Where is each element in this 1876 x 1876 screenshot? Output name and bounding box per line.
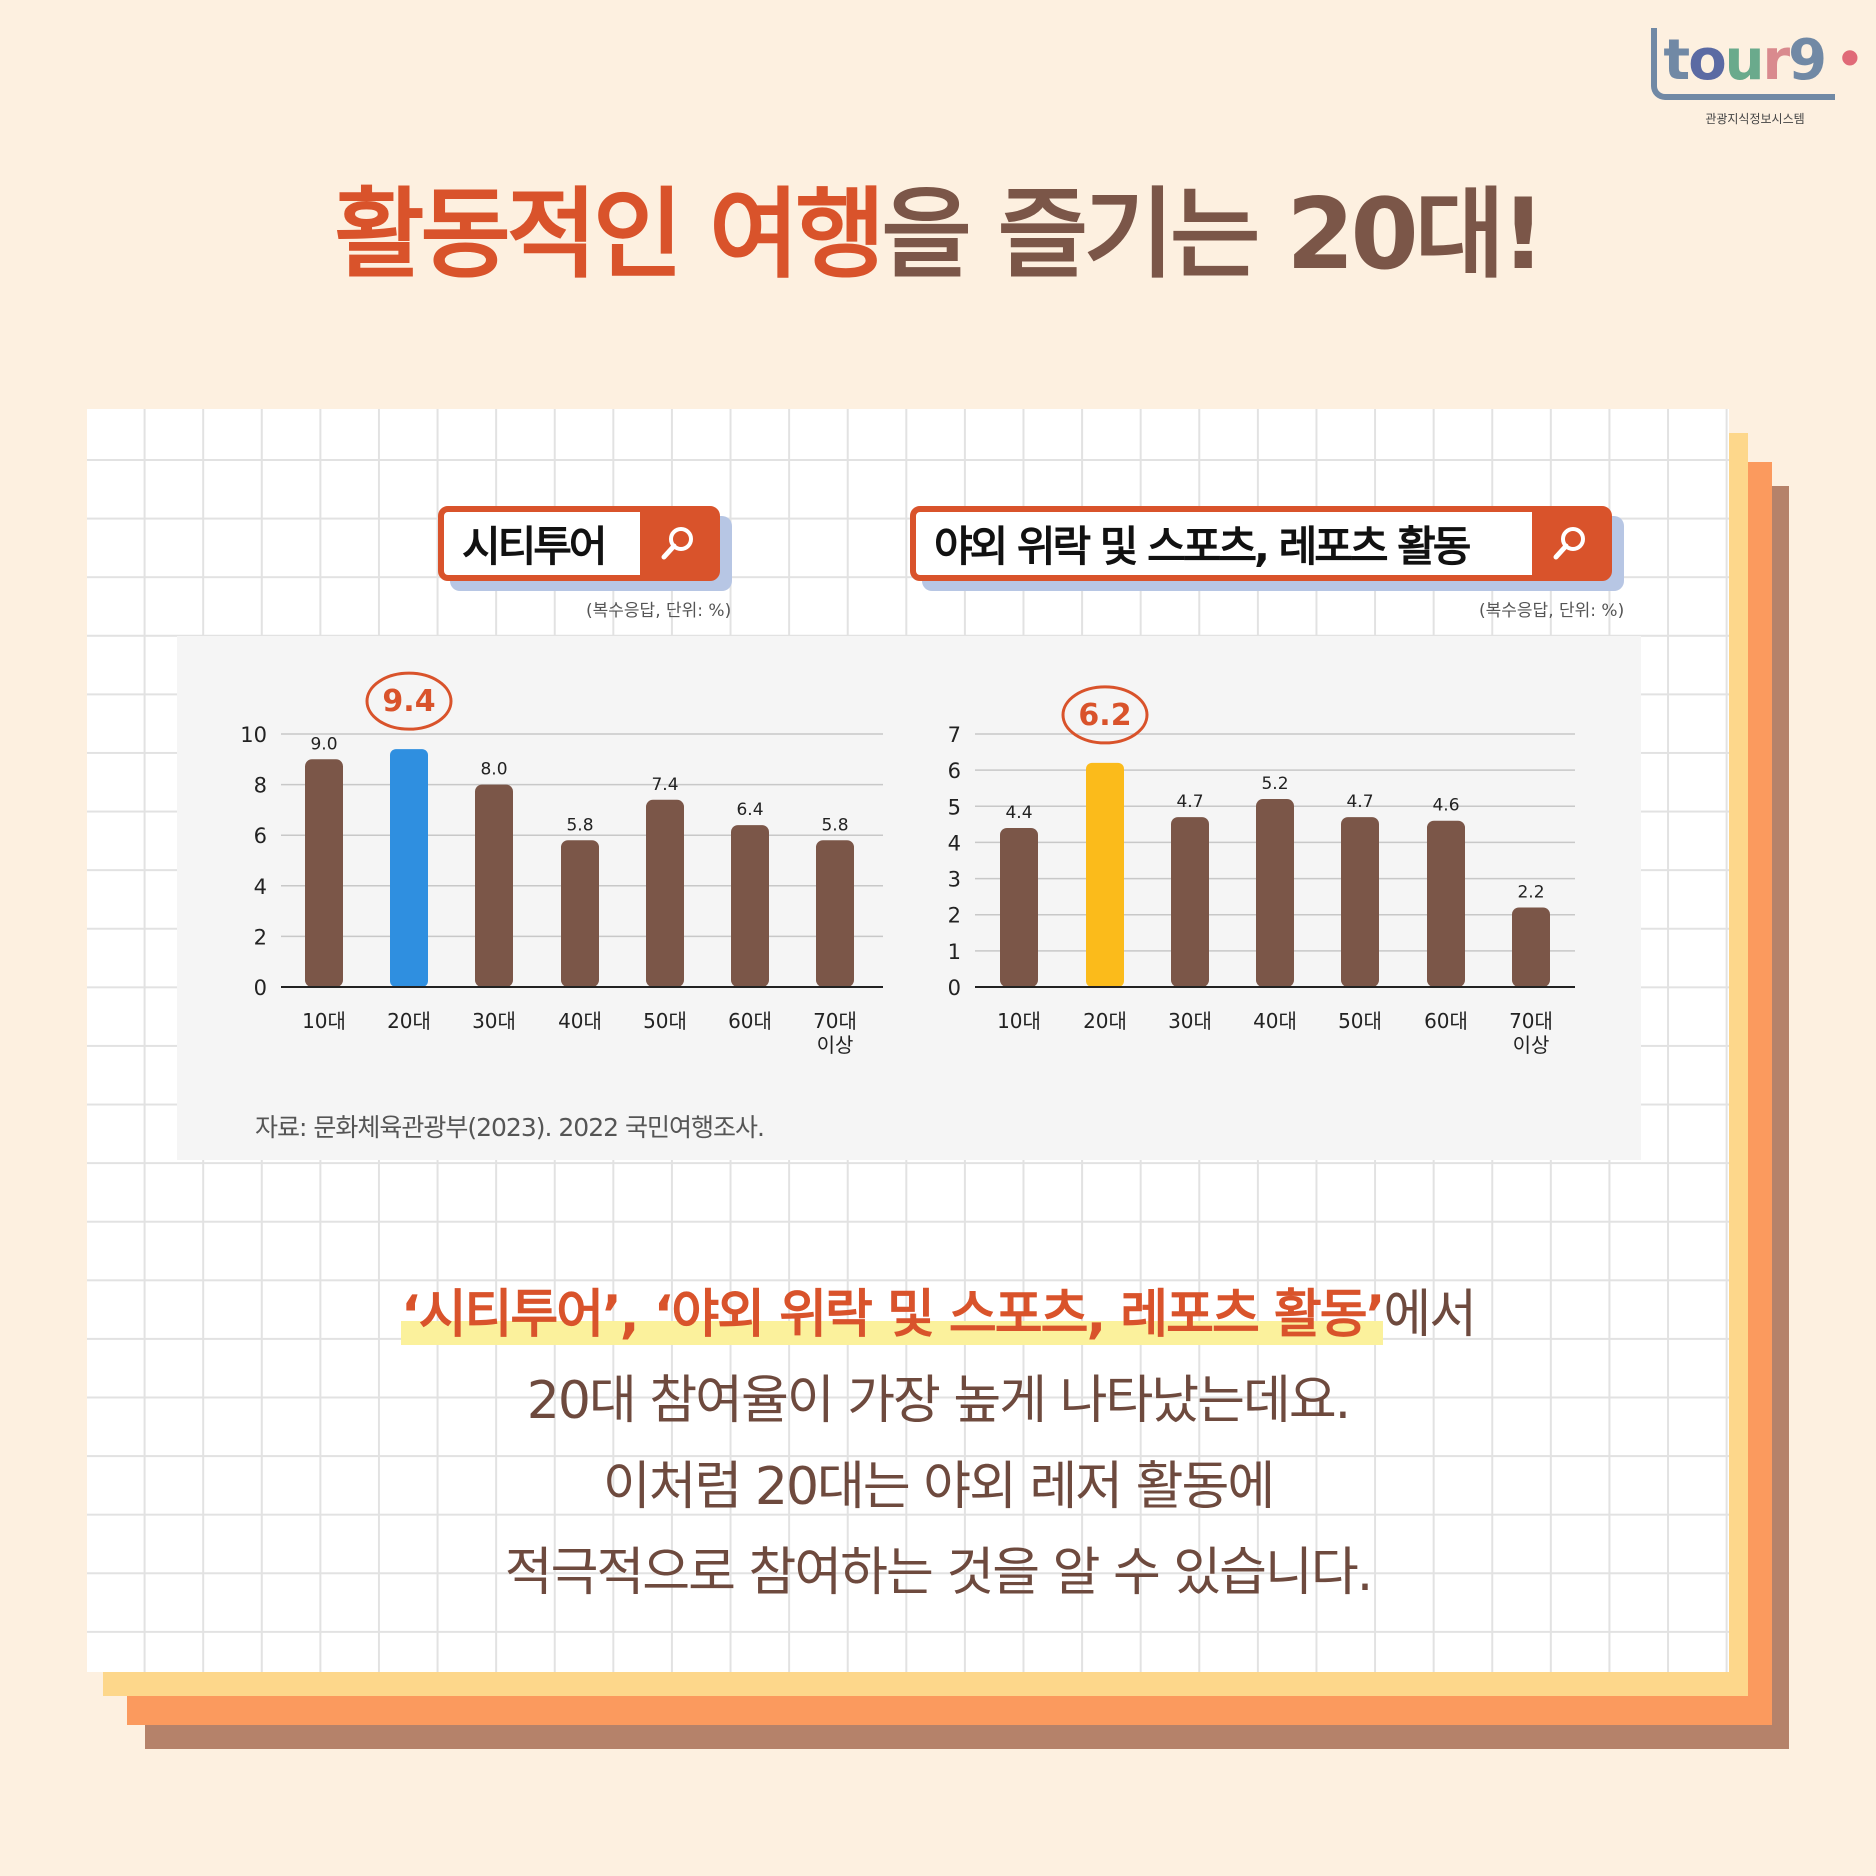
y-tick-label: 4: [948, 831, 961, 855]
y-tick-label: 1: [948, 940, 961, 964]
bar-value-label: 8.0: [480, 760, 507, 780]
y-tick-label: 2: [254, 925, 267, 949]
bar-value-label: 5.2: [1261, 774, 1288, 794]
y-tick-label: 10: [240, 723, 267, 747]
x-tick-label: 10대: [997, 1009, 1041, 1033]
x-tick-label: 40대: [558, 1009, 602, 1033]
x-tick-label: 30대: [1168, 1009, 1212, 1033]
bar: [816, 840, 854, 987]
bar-value-label: 6.2: [1078, 698, 1131, 733]
x-tick-label: 20대: [387, 1009, 431, 1033]
chart-title: 시티투어: [462, 522, 608, 571]
bar: [305, 759, 343, 987]
bar-value-label: 4.7: [1176, 792, 1203, 812]
bar-value-label: 5.8: [821, 815, 848, 835]
bar-value-label: 9.0: [310, 734, 337, 754]
magnifier-icon: [1532, 512, 1606, 575]
unit-note: (복수응답, 단위: %): [1479, 601, 1625, 621]
y-tick-label: 0: [948, 976, 961, 1000]
summary-line-1: ‘시티투어’, ‘야외 위락 및 스포츠, 레포츠 활동’에서: [0, 1272, 1876, 1358]
x-tick-label: 20대: [1083, 1009, 1127, 1033]
y-tick-label: 6: [254, 824, 267, 848]
logo-subtitle: 관광지식정보시스템: [1705, 112, 1805, 126]
logo-letter: t: [1663, 28, 1690, 93]
x-tick-label: 40대: [1253, 1009, 1297, 1033]
search-box-city-tour: 시티투어: [438, 506, 720, 581]
chart-title: 야외 위락 및 스포츠, 레포츠 활동: [934, 522, 1471, 571]
x-tick-label: 50대: [643, 1009, 687, 1033]
y-tick-label: 3: [948, 868, 961, 892]
bar: [475, 784, 513, 987]
bar-value-label: 4.4: [1005, 803, 1032, 823]
tourgo-logo: tour9 ● 관광지식정보시스템: [1640, 28, 1870, 127]
bar: [561, 840, 599, 987]
bar: [1171, 817, 1209, 987]
bar: [731, 825, 769, 987]
summary-highlight: ‘시티투어’, ‘야외 위락 및 스포츠, 레포츠 활동’: [400, 1285, 1385, 1345]
x-tick-label: 70대: [813, 1009, 857, 1033]
bar-highlight: [1086, 762, 1124, 987]
y-tick-label: 7: [948, 723, 961, 747]
title-rest: 을 즐기는 20대!: [881, 178, 1545, 292]
summary-line-3: 이처럼 20대는 야외 레저 활동에: [602, 1457, 1275, 1517]
x-tick-label: 이상: [817, 1033, 854, 1057]
source-note: 자료: 문화체육관광부(2023). 2022 국민여행조사.: [255, 1113, 765, 1142]
y-tick-label: 6: [948, 759, 961, 783]
bar-value-label: 2.2: [1517, 882, 1544, 902]
bar-value-label: 4.7: [1346, 792, 1373, 812]
y-tick-label: 8: [254, 774, 267, 798]
y-tick-label: 0: [254, 976, 267, 1000]
logo-letter: r: [1762, 28, 1791, 93]
bar: [1512, 907, 1550, 987]
y-tick-label: 4: [254, 875, 267, 899]
bar: [1256, 799, 1294, 987]
logo-row: tour9 ●: [1640, 28, 1870, 100]
magnifier-icon: [640, 512, 714, 575]
summary-text-part: 에서: [1383, 1285, 1477, 1345]
bar: [1000, 827, 1038, 987]
logo-letter: 9: [1788, 28, 1827, 93]
x-tick-label: 60대: [1424, 1009, 1468, 1033]
y-tick-label: 5: [948, 795, 961, 819]
page-title: 활동적인 여행을 즐기는 20대!: [0, 180, 1876, 290]
bar: [1427, 820, 1465, 987]
unit-note: (복수응답, 단위: %): [586, 601, 732, 621]
summary-line-4: 적극적으로 참여하는 것을 알 수 있습니다.: [504, 1543, 1373, 1603]
logo-letter: u: [1724, 28, 1765, 93]
bar-value-label: 6.4: [736, 800, 763, 820]
y-tick-label: 2: [948, 904, 961, 928]
logo-word: tour9: [1651, 28, 1836, 100]
x-tick-label: 10대: [302, 1009, 346, 1033]
summary-text: ‘시티투어’, ‘야외 위락 및 스포츠, 레포츠 활동’에서 20대 참여율이…: [0, 1272, 1876, 1616]
summary-line-2: 20대 참여율이 가장 높게 나타났는데요.: [526, 1371, 1351, 1431]
bar-value-label: 7.4: [651, 775, 678, 795]
x-tick-label: 30대: [472, 1009, 516, 1033]
bar-value-label: 5.8: [566, 815, 593, 835]
x-tick-label: 이상: [1513, 1033, 1550, 1057]
highlight-circle: [1061, 685, 1149, 745]
highlight-circle: [365, 671, 453, 731]
bar-value-label: 4.6: [1432, 796, 1459, 816]
x-tick-label: 60대: [728, 1009, 772, 1033]
title-highlight: 활동적인 여행: [334, 178, 885, 292]
bar-highlight: [390, 749, 428, 987]
x-tick-label: 50대: [1338, 1009, 1382, 1033]
bar: [646, 799, 684, 987]
x-tick-label: 70대: [1509, 1009, 1553, 1033]
bar-value-label: 9.4: [382, 684, 435, 719]
map-pin-icon: ●: [1841, 44, 1859, 68]
search-box-outdoor-sports: 야외 위락 및 스포츠, 레포츠 활동: [910, 506, 1612, 581]
logo-letter: o: [1688, 28, 1727, 93]
bar: [1341, 817, 1379, 987]
